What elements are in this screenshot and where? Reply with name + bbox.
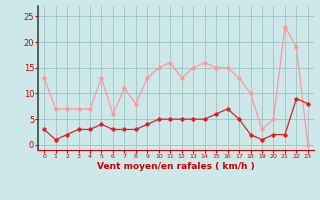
X-axis label: Vent moyen/en rafales ( km/h ): Vent moyen/en rafales ( km/h )	[97, 162, 255, 171]
